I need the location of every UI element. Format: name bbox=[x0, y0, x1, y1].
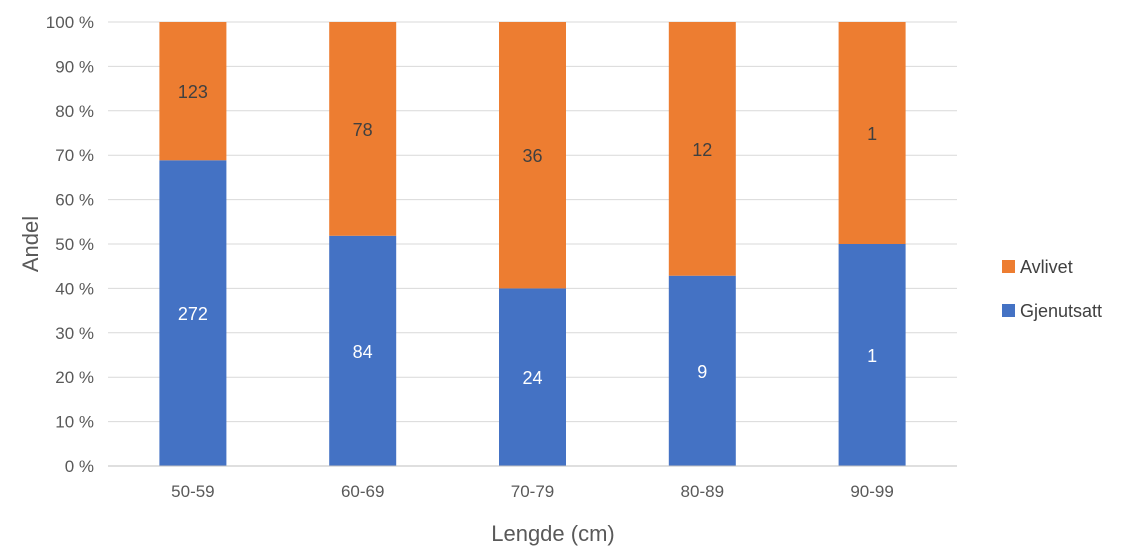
bar-segment bbox=[499, 22, 566, 289]
data-label: 36 bbox=[522, 146, 542, 166]
data-label: 123 bbox=[178, 82, 208, 102]
x-tick-label: 90-99 bbox=[850, 482, 893, 501]
x-tick-label: 50-59 bbox=[171, 482, 214, 501]
x-axis-title: Lengde (cm) bbox=[491, 521, 615, 546]
bar-segment bbox=[159, 22, 227, 161]
legend-swatch bbox=[1002, 304, 1015, 317]
bar-segment bbox=[668, 22, 736, 276]
bar-segment bbox=[838, 244, 906, 466]
bar-segment bbox=[838, 22, 906, 244]
data-label: 78 bbox=[353, 120, 373, 140]
x-axis-tick-labels: 50-59 60-69 70-79 80-89 90-99 bbox=[171, 482, 894, 501]
y-tick-label: 20 % bbox=[55, 368, 94, 387]
bar-segment bbox=[329, 235, 397, 466]
data-labels: 272 123 84 78 24 36 9 12 1 1 bbox=[178, 82, 877, 388]
y-tick-label: 60 % bbox=[55, 191, 94, 210]
legend-label: Gjenutsatt bbox=[1020, 301, 1102, 321]
y-tick-label: 30 % bbox=[55, 324, 94, 343]
bar-segment bbox=[668, 275, 736, 466]
y-tick-label: 100 % bbox=[46, 13, 94, 32]
y-tick-label: 40 % bbox=[55, 279, 94, 298]
bar-segment bbox=[159, 160, 227, 466]
y-axis-title: Andel bbox=[18, 216, 43, 272]
bar-segment bbox=[499, 288, 566, 466]
x-tick-label: 60-69 bbox=[341, 482, 384, 501]
data-label: 9 bbox=[697, 362, 707, 382]
y-tick-label: 80 % bbox=[55, 102, 94, 121]
x-tick-label: 80-89 bbox=[681, 482, 724, 501]
legend-label: Avlivet bbox=[1020, 257, 1073, 277]
x-tick-label: 70-79 bbox=[511, 482, 554, 501]
y-axis-tick-labels: 0 % 10 % 20 % 30 % 40 % 50 % 60 % 70 % 80 % 90 % 1… bbox=[46, 13, 94, 476]
y-tick-label: 10 % bbox=[55, 413, 94, 432]
data-label: 272 bbox=[178, 304, 208, 324]
y-tick-label: 70 % bbox=[55, 146, 94, 165]
data-label: 1 bbox=[867, 346, 877, 366]
data-label: 12 bbox=[692, 140, 712, 160]
legend-swatch bbox=[1002, 260, 1015, 273]
data-label: 24 bbox=[522, 368, 542, 388]
y-tick-label: 0 % bbox=[65, 457, 94, 476]
legend: Avlivet Gjenutsatt bbox=[1002, 257, 1102, 321]
data-label: 1 bbox=[867, 124, 877, 144]
bars bbox=[159, 22, 906, 466]
data-label: 84 bbox=[353, 342, 373, 362]
y-tick-label: 90 % bbox=[55, 57, 94, 76]
y-tick-label: 50 % bbox=[55, 235, 94, 254]
bar-segment bbox=[329, 22, 397, 236]
